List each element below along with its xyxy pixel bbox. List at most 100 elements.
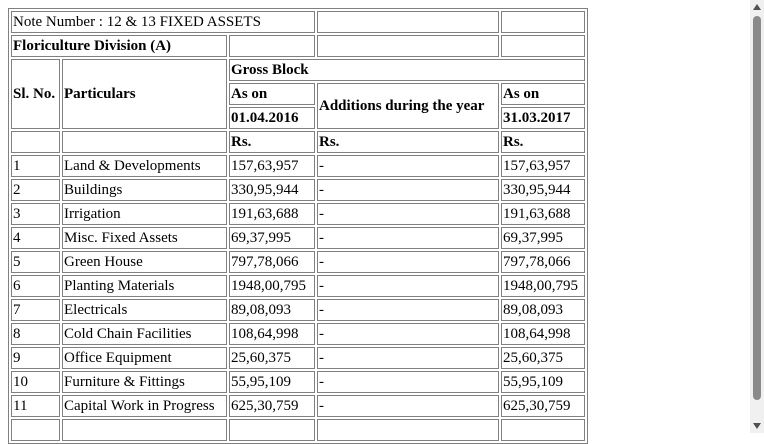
additions-cell: - <box>317 347 499 369</box>
table-row <box>11 419 585 441</box>
additions-cell: - <box>317 251 499 273</box>
header-gross-block: Gross Block <box>229 59 585 81</box>
opening-cell: 330,95,944 <box>229 179 315 201</box>
scrollbar-thumb[interactable] <box>753 16 761 400</box>
header-opening-date: 01.04.2016 <box>229 107 315 129</box>
sl-no-cell: 2 <box>11 179 60 201</box>
closing-cell: 157,63,957 <box>501 155 585 177</box>
particular-cell: Buildings <box>62 179 227 201</box>
table-row: 6 Planting Materials 1948,00,795-1948,00,7… <box>11 275 585 297</box>
header-row-as-on: As on Additions during the year As on <box>11 83 585 129</box>
sl-no-cell <box>11 419 60 441</box>
table-row: 5 Green House 797,78,066-797,78,066 <box>11 251 585 273</box>
division-title: Floriculture Division (A) <box>11 35 227 57</box>
opening-cell: 55,95,109 <box>229 371 315 393</box>
particular-cell: Land & Developments <box>62 155 227 177</box>
fixed-assets-table: Note Number : 12 & 13 FIXED ASSETS Flori… <box>8 8 588 444</box>
particular-cell: Green House <box>62 251 227 273</box>
sl-no-cell: 11 <box>11 395 60 417</box>
table-row: 4 Misc. Fixed Assets 69,37,995-69,37,995 <box>11 227 585 249</box>
additions-cell: - <box>317 299 499 321</box>
closing-cell: 55,95,109 <box>501 371 585 393</box>
particular-cell <box>62 419 227 441</box>
sl-no-cell: 1 <box>11 155 60 177</box>
vertical-scrollbar[interactable] <box>750 0 764 433</box>
header-closing-as-on: As on <box>501 83 585 105</box>
table-row: 9 Office Equipment 25,60,375-25,60,375 <box>11 347 585 369</box>
empty-cell <box>501 35 585 57</box>
opening-cell: 89,08,093 <box>229 299 315 321</box>
empty-cell <box>501 11 585 33</box>
table-row: 10 Furniture & Fittings 55,95,109-55,95,10… <box>11 371 585 393</box>
sl-no-cell: 5 <box>11 251 60 273</box>
unit-closing: Rs. <box>501 131 585 153</box>
additions-cell: - <box>317 179 499 201</box>
opening-cell: 25,60,375 <box>229 347 315 369</box>
opening-cell <box>229 419 315 441</box>
note-title: Note Number : 12 & 13 FIXED ASSETS <box>11 11 315 33</box>
table-row: 3 Irrigation 191,63,688-191,63,688 <box>11 203 585 225</box>
sl-no-cell: 10 <box>11 371 60 393</box>
additions-cell: - <box>317 275 499 297</box>
note-title-row: Note Number : 12 & 13 FIXED ASSETS <box>11 11 585 33</box>
opening-cell: 157,63,957 <box>229 155 315 177</box>
particular-cell: Electricals <box>62 299 227 321</box>
closing-cell <box>501 419 585 441</box>
opening-cell: 108,64,998 <box>229 323 315 345</box>
closing-cell: 108,64,998 <box>501 323 585 345</box>
particular-cell: Capital Work in Progress <box>62 395 227 417</box>
sl-no-cell: 4 <box>11 227 60 249</box>
particular-cell: Irrigation <box>62 203 227 225</box>
additions-cell: - <box>317 155 499 177</box>
additions-cell: - <box>317 395 499 417</box>
header-additions: Additions during the year <box>317 83 499 129</box>
sl-no-cell: 3 <box>11 203 60 225</box>
additions-cell <box>317 419 499 441</box>
header-opening-as-on-label: As on <box>231 86 268 102</box>
additions-cell: - <box>317 203 499 225</box>
unit-opening: Rs. <box>229 131 315 153</box>
table-row: 8 Cold Chain Facilities 108,64,998-108,64,… <box>11 323 585 345</box>
additions-cell: - <box>317 371 499 393</box>
closing-cell: 191,63,688 <box>501 203 585 225</box>
opening-cell: 69,37,995 <box>229 227 315 249</box>
closing-cell: 69,37,995 <box>501 227 585 249</box>
scroll-down-arrow-icon[interactable] <box>753 423 761 429</box>
particular-cell: Office Equipment <box>62 347 227 369</box>
sl-no-cell: 8 <box>11 323 60 345</box>
closing-cell: 797,78,066 <box>501 251 585 273</box>
empty-cell <box>229 35 315 57</box>
fixed-assets-note: Note Number : 12 & 13 FIXED ASSETS Flori… <box>8 8 588 444</box>
closing-cell: 330,95,944 <box>501 179 585 201</box>
scroll-up-arrow-icon[interactable] <box>753 4 761 10</box>
empty-cell <box>62 131 227 153</box>
particular-cell: Planting Materials <box>62 275 227 297</box>
opening-cell: 1948,00,795 <box>229 275 315 297</box>
closing-cell: 25,60,375 <box>501 347 585 369</box>
header-particulars: Particulars <box>62 59 227 129</box>
header-closing-date: 31.03.2017 <box>501 107 585 129</box>
additions-cell: - <box>317 227 499 249</box>
table-row: 1 Land & Developments 157,63,957-157,63,95… <box>11 155 585 177</box>
sl-no-cell: 6 <box>11 275 60 297</box>
empty-cell <box>11 131 60 153</box>
division-row: Floriculture Division (A) <box>11 35 585 57</box>
particular-cell: Furniture & Fittings <box>62 371 227 393</box>
opening-cell: 191,63,688 <box>229 203 315 225</box>
header-closing-as-on-label: As on <box>503 86 540 102</box>
opening-cell: 797,78,066 <box>229 251 315 273</box>
units-row: Rs. Rs. Rs. <box>11 131 585 153</box>
unit-additions: Rs. <box>317 131 499 153</box>
header-row-gross-block: Sl. No. Particulars Gross Block <box>11 59 585 129</box>
header-row-dates: 01.04.2016 31.03.2017 <box>11 107 585 129</box>
header-opening-as-on: As on <box>229 83 315 105</box>
particular-cell: Cold Chain Facilities <box>62 323 227 345</box>
table-row: 11 Capital Work in Progress 625,30,759-625… <box>11 395 585 417</box>
opening-cell: 625,30,759 <box>229 395 315 417</box>
closing-cell: 89,08,093 <box>501 299 585 321</box>
table-row: 7 Electricals 89,08,093-89,08,093 <box>11 299 585 321</box>
closing-cell: 625,30,759 <box>501 395 585 417</box>
empty-cell <box>317 11 499 33</box>
table-row: 2 Buildings 330,95,944-330,95,944 <box>11 179 585 201</box>
additions-cell: - <box>317 323 499 345</box>
